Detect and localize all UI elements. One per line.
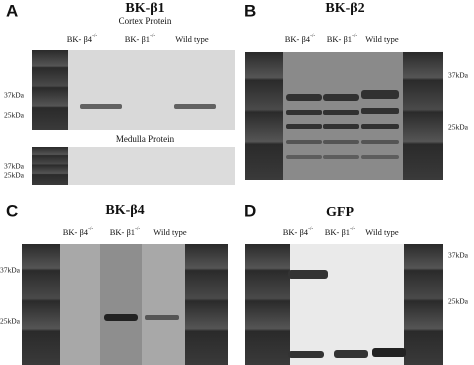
lane-label: BK- β1-/- (325, 226, 356, 237)
lane-label: BK- β1-/- (110, 226, 141, 237)
blot (283, 52, 403, 180)
marker-label: 37kDa (4, 162, 25, 171)
ladder (32, 50, 68, 130)
lane (100, 244, 142, 365)
band (145, 315, 179, 320)
band (334, 350, 368, 358)
panel-d: D GFP BK- β4-/- BK- β1-/- Wild type 37kD… (244, 201, 469, 365)
lane-label: Wild type (365, 227, 399, 237)
panel-letter: D (244, 201, 256, 220)
subtitle: Medulla Protein (116, 134, 175, 144)
band (80, 104, 122, 109)
panel-b: B BK-β2 BK- β4-/- BK- β1-/- Wild type 37… (244, 1, 469, 180)
lane-label: Wild type (153, 227, 187, 237)
band (104, 314, 138, 321)
marker-label: 25kDa (448, 123, 469, 132)
blot (68, 147, 235, 185)
panel-a: A BK-β1 Cortex Protein BK- β4-/- BK- β1-… (4, 1, 235, 185)
ladder (403, 52, 443, 180)
lane-label: BK- β4-/- (67, 33, 98, 44)
marker-label: 25kDa (448, 297, 469, 306)
panel-c: C BK-β4 BK- β4-/- BK- β1-/- Wild type 37… (0, 201, 228, 365)
marker-label: 37kDa (0, 266, 21, 275)
lane-label: Wild type (365, 34, 399, 44)
ladder (245, 244, 290, 365)
lane-label: BK- β4-/- (283, 226, 314, 237)
panel-title: BK-β2 (325, 1, 364, 16)
marker-label: 25kDa (4, 171, 25, 180)
bands (286, 90, 399, 159)
ladder (22, 244, 60, 365)
panel-title: BK-β1 (125, 1, 164, 16)
ladder (404, 244, 443, 365)
panel-letter: A (6, 1, 18, 20)
lane-label: BK- β1-/- (125, 33, 156, 44)
panel-title: GFP (326, 205, 354, 220)
blot (68, 50, 235, 130)
marker-label: 37kDa (448, 71, 469, 80)
ladder (185, 244, 228, 365)
marker-label: 37kDa (448, 251, 469, 260)
lane-label: BK- β1-/- (327, 33, 358, 44)
ladder (245, 52, 283, 180)
marker-label: 25kDa (0, 317, 21, 326)
panel-letter: B (244, 1, 256, 20)
band (288, 351, 324, 358)
lane-label: BK- β4-/- (63, 226, 94, 237)
band (288, 270, 328, 279)
blot (290, 244, 404, 365)
lane-label: Wild type (175, 34, 209, 44)
band (174, 104, 216, 109)
marker-label: 37kDa (4, 91, 25, 100)
lane-label: BK- β4-/- (285, 33, 316, 44)
band (372, 348, 406, 357)
subtitle: Cortex Protein (119, 16, 172, 26)
ladder (32, 147, 68, 185)
marker-label: 25kDa (4, 111, 25, 120)
panel-letter: C (6, 201, 18, 220)
panel-title: BK-β4 (105, 203, 144, 218)
